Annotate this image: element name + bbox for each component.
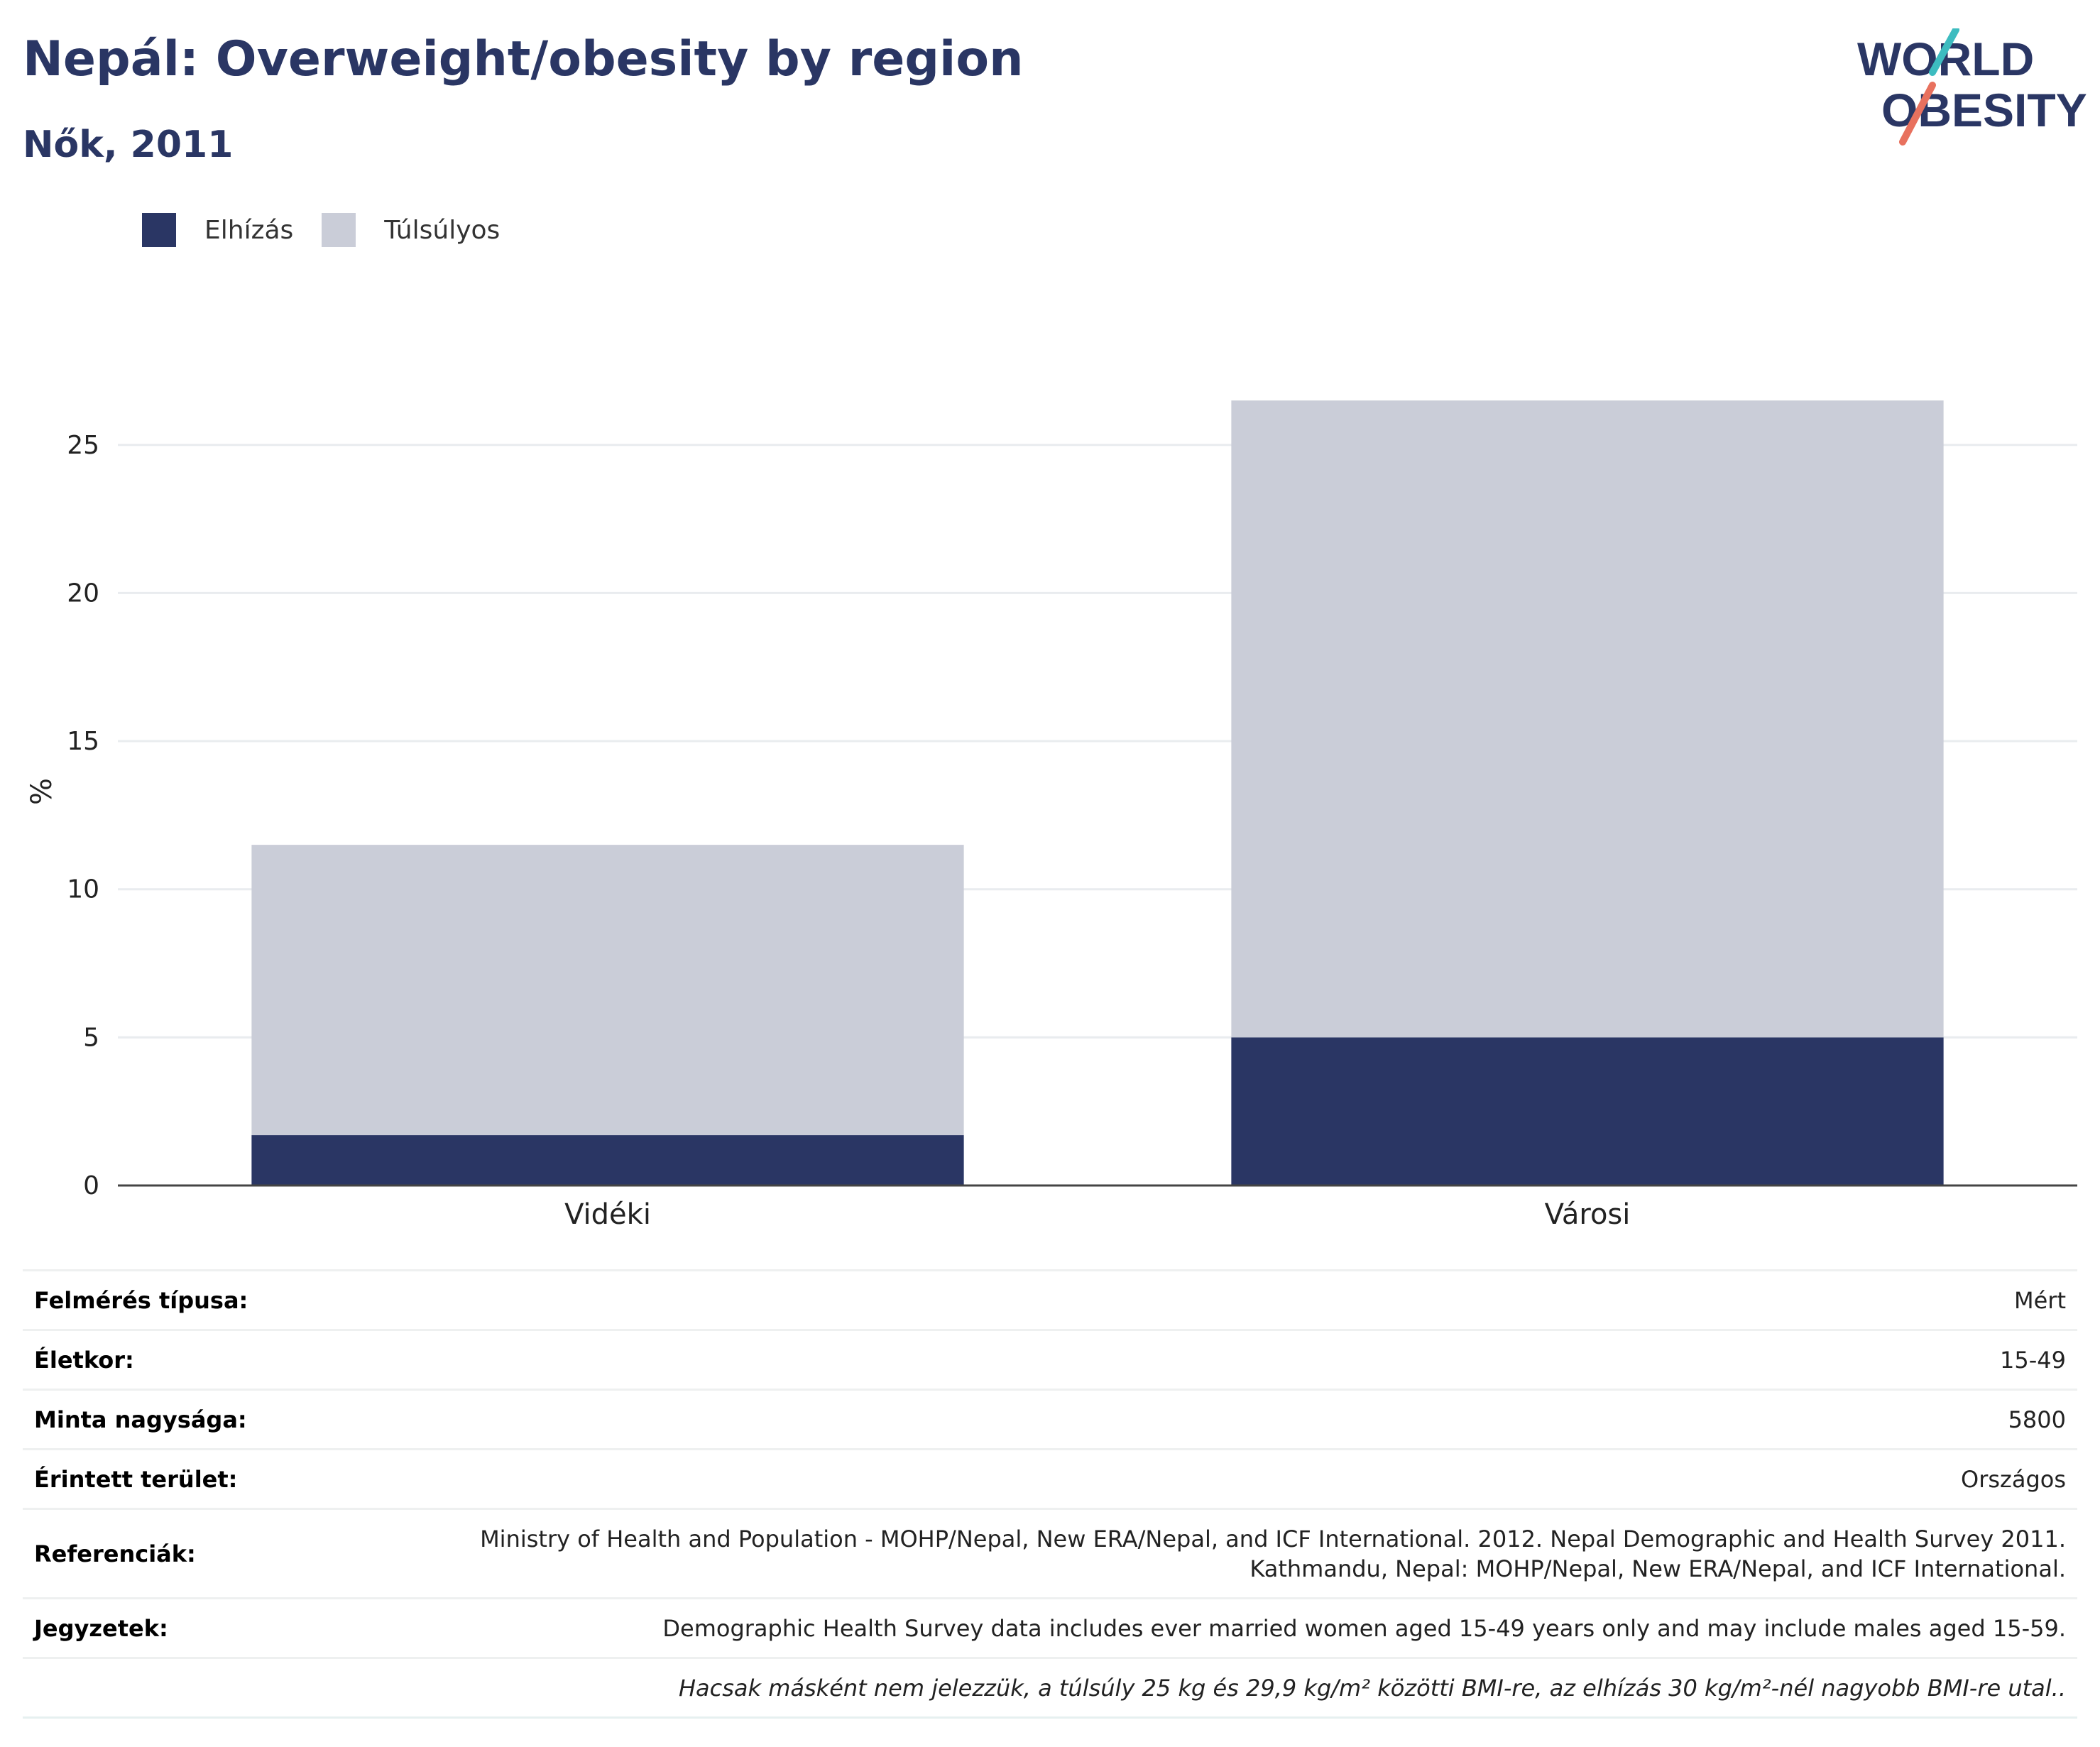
- bar-chart: 0 5 10 15 20 25% Vidéki Városi: [26, 400, 2077, 1231]
- meta-value: Ministry of Health and Population - MOHP…: [329, 1508, 2077, 1599]
- legend-item-overweight[interactable]: Túlsúlyos: [322, 213, 500, 247]
- meta-row-references: Referenciák: Ministry of Health and Popu…: [23, 1508, 2077, 1599]
- legend-swatch-overweight: [322, 213, 356, 247]
- meta-value: Hacsak másként nem jelezzük, a túlsúly 2…: [329, 1657, 2077, 1719]
- meta-key: Jegyzetek:: [23, 1597, 329, 1658]
- meta-key: Felmérés típusa:: [23, 1269, 329, 1330]
- y-axis-label: %: [26, 778, 58, 805]
- legend-item-obesity[interactable]: Elhízás: [142, 213, 293, 247]
- chart-legend: Elhízás Túlsúlyos: [142, 210, 528, 250]
- chart-subtitle: Nők, 2011: [23, 124, 234, 166]
- meta-key: Életkor:: [23, 1329, 329, 1390]
- logo-slash-teal: [1929, 28, 1959, 76]
- meta-row-bmi-note: Hacsak másként nem jelezzük, a túlsúly 2…: [23, 1657, 2077, 1719]
- x-tick-label: Városi: [1545, 1198, 1631, 1231]
- meta-row-sample-size: Minta nagysága: 5800: [23, 1389, 2077, 1450]
- meta-value: 15-49: [329, 1329, 2077, 1390]
- bar-túlsúlyos: [251, 845, 964, 1136]
- bar-túlsúlyos: [1231, 400, 1944, 1038]
- y-tick-label: 20: [67, 579, 99, 608]
- meta-key: Minta nagysága:: [23, 1389, 329, 1450]
- meta-row-survey-type: Felmérés típusa: Mért: [23, 1269, 2077, 1330]
- y-tick-label: 10: [67, 875, 99, 904]
- y-tick-label: 0: [83, 1171, 99, 1200]
- meta-value: Mért: [329, 1269, 2077, 1330]
- bar-elhízás: [1231, 1037, 1944, 1185]
- meta-key: [23, 1657, 329, 1719]
- logo-slash-coral: [1899, 82, 1936, 146]
- meta-key: Érintett terület:: [23, 1448, 329, 1509]
- legend-swatch-obesity: [142, 213, 176, 247]
- y-tick-label: 15: [67, 727, 99, 756]
- chart-title: Nepál: Overweight/obesity by region: [23, 31, 1024, 87]
- meta-row-age: Életkor: 15-49: [23, 1329, 2077, 1390]
- bar-elhízás: [251, 1135, 964, 1185]
- world-obesity-logo: WORLD OBESITY: [1857, 28, 2087, 146]
- meta-key: Referenciák:: [23, 1508, 329, 1599]
- x-tick-label: Vidéki: [564, 1198, 651, 1231]
- metadata-table: Felmérés típusa: Mért Életkor: 15-49 Min…: [23, 1269, 2077, 1719]
- meta-value: Demographic Health Survey data includes …: [329, 1597, 2077, 1658]
- logo-text-world: WORLD: [1857, 33, 2034, 85]
- meta-row-notes: Jegyzetek: Demographic Health Survey dat…: [23, 1597, 2077, 1658]
- y-tick-label: 25: [67, 431, 99, 460]
- meta-row-area: Érintett terület: Országos: [23, 1448, 2077, 1509]
- legend-label-overweight: Túlsúlyos: [384, 215, 501, 245]
- y-tick-label: 5: [83, 1023, 99, 1052]
- legend-label-obesity: Elhízás: [204, 215, 294, 245]
- meta-value: Országos: [329, 1448, 2077, 1509]
- meta-value: 5800: [329, 1389, 2077, 1450]
